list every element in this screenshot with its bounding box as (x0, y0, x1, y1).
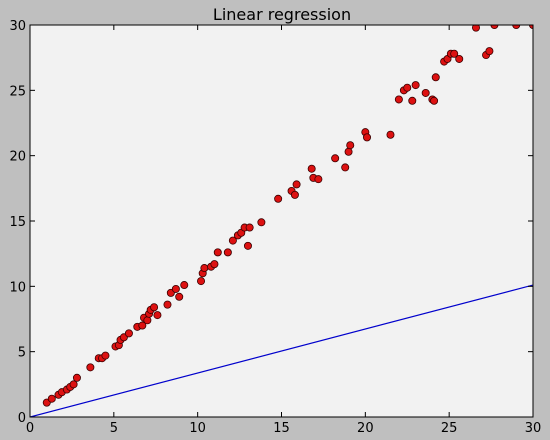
data-point (124, 329, 133, 338)
data-point (394, 95, 403, 104)
data-point (421, 88, 430, 97)
data-point (274, 194, 283, 203)
data-point (228, 236, 237, 245)
regression-layer (30, 284, 533, 417)
data-point (529, 25, 533, 29)
data-point (257, 218, 266, 227)
data-point (153, 311, 162, 320)
data-points (42, 25, 533, 407)
x-tick-label: 5 (110, 421, 118, 436)
chart-title: Linear regression (213, 5, 351, 24)
axis-ticks (29, 24, 534, 418)
y-tick-label: 15 (9, 215, 26, 230)
data-point (403, 83, 412, 92)
x-tick-label: 15 (273, 421, 290, 436)
y-tick-label: 20 (9, 150, 26, 165)
data-point (471, 25, 480, 32)
data-point (450, 49, 459, 58)
regression-line (30, 284, 533, 417)
y-axis-tick-labels: 0 5 10 15 20 25 30 (9, 19, 26, 426)
data-point (47, 394, 56, 403)
data-point (490, 25, 499, 29)
data-point (314, 175, 323, 184)
y-tick-label: 0 (18, 411, 26, 426)
data-point (331, 154, 340, 163)
data-point (150, 303, 159, 312)
data-point (386, 130, 395, 139)
data-point (408, 96, 417, 105)
data-point (180, 281, 189, 290)
x-tick-label: 0 (26, 421, 34, 436)
y-tick-label: 30 (9, 19, 26, 34)
data-point (200, 264, 209, 273)
data-point (411, 81, 420, 90)
data-point (512, 25, 521, 29)
data-point (307, 164, 316, 173)
x-tick-label: 10 (189, 421, 206, 436)
x-axis-tick-labels: 0 5 10 15 20 25 30 (26, 421, 541, 436)
data-point (138, 321, 147, 330)
data-point (213, 248, 222, 257)
data-point (292, 180, 301, 189)
data-point (101, 351, 110, 360)
data-point (175, 292, 184, 301)
data-point (163, 300, 172, 309)
data-point (430, 96, 439, 105)
data-point (72, 373, 81, 382)
data-point (143, 316, 152, 325)
data-point (86, 363, 95, 372)
data-point (344, 147, 353, 156)
data-point (171, 284, 180, 293)
data-point (197, 277, 206, 286)
y-tick-label: 25 (9, 84, 26, 99)
data-point (455, 54, 464, 63)
data-point (341, 163, 350, 172)
x-tick-label: 25 (441, 421, 458, 436)
data-point (223, 248, 232, 257)
data-point (245, 223, 254, 232)
plot-area (30, 25, 533, 417)
x-tick-label: 20 (357, 421, 374, 436)
data-point (431, 73, 440, 82)
data-point (69, 380, 78, 389)
y-tick-label: 5 (18, 346, 26, 361)
data-point (290, 190, 299, 199)
x-tick-label: 30 (525, 421, 542, 436)
data-point (485, 47, 494, 56)
data-point (363, 133, 372, 142)
data-point (346, 141, 355, 150)
data-point (210, 260, 219, 269)
data-point (243, 241, 252, 250)
y-tick-label: 10 (9, 280, 26, 295)
